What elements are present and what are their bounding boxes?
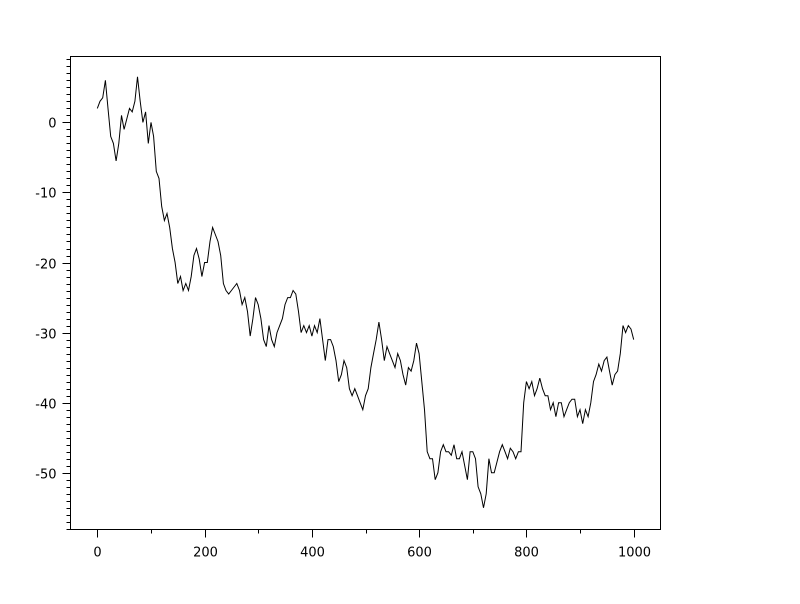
x-axis: 0 200 400 600 800 1000	[93, 529, 651, 561]
y-tick-label: -20	[35, 258, 56, 273]
y-axis: 0 -10 -20 -30 -40 -50	[35, 59, 71, 530]
y-tick-label: -30	[35, 328, 56, 343]
x-tick-label: 600	[407, 546, 432, 561]
plot-frame	[70, 56, 661, 530]
y-tick-label: -50	[35, 468, 56, 483]
x-tick-label: 1000	[618, 546, 651, 561]
y-tick-label: 0	[48, 117, 56, 132]
x-tick-label: 800	[514, 546, 539, 561]
y-tick-label: -40	[35, 398, 56, 413]
x-tick-label: 400	[300, 546, 325, 561]
series-line	[96, 76, 635, 508]
x-tick-label: 200	[193, 546, 218, 561]
y-tick-label: -10	[35, 187, 56, 202]
x-tick-label: 0	[93, 546, 101, 561]
